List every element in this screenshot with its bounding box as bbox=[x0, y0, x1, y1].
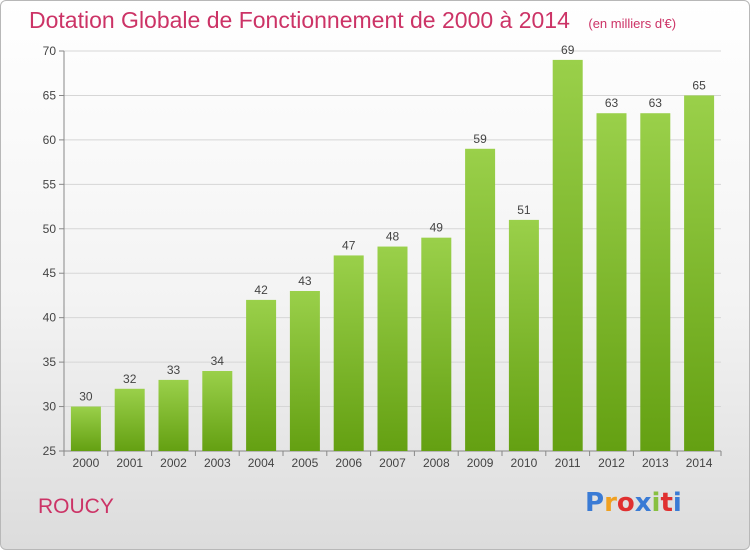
y-tick-label: 35 bbox=[43, 355, 57, 369]
data-label-2007: 48 bbox=[386, 230, 400, 244]
data-label-2000: 30 bbox=[79, 390, 93, 404]
chart-header: Dotation Globale de Fonctionnement de 20… bbox=[29, 7, 676, 34]
y-tick-label: 25 bbox=[43, 444, 57, 458]
labels: 25 30 35 40 45 50 55 60 65 70 30 2000 32 2001 33 2002 34… bbox=[43, 43, 713, 470]
bar-2010 bbox=[508, 219, 539, 451]
data-label-2001: 32 bbox=[123, 372, 137, 386]
data-label-2005: 43 bbox=[298, 274, 312, 288]
x-tick-label-2014: 2014 bbox=[686, 456, 713, 470]
bar-2011 bbox=[552, 59, 583, 452]
bar-2000 bbox=[70, 406, 101, 451]
y-tick-label: 70 bbox=[43, 44, 57, 58]
bar-2001 bbox=[114, 388, 145, 451]
x-tick-label-2006: 2006 bbox=[335, 456, 362, 470]
x-tick-label-2012: 2012 bbox=[598, 456, 625, 470]
x-tick-label-2009: 2009 bbox=[467, 456, 494, 470]
data-label-2013: 63 bbox=[649, 96, 663, 110]
x-tick-label-2004: 2004 bbox=[248, 456, 275, 470]
bar-2007 bbox=[377, 246, 408, 451]
logo-letter: i bbox=[651, 488, 661, 518]
data-label-2002: 33 bbox=[167, 363, 181, 377]
logo-letter: P bbox=[585, 488, 605, 518]
proxiti-logo[interactable]: Proxiti bbox=[585, 488, 682, 518]
logo-letter: x bbox=[634, 488, 652, 518]
bar-2005 bbox=[289, 291, 320, 451]
y-tick-label: 65 bbox=[43, 88, 57, 102]
bar-2014 bbox=[684, 95, 715, 451]
bar-2009 bbox=[465, 148, 496, 451]
bar-2012 bbox=[596, 113, 627, 451]
bar-2006 bbox=[333, 255, 364, 451]
bar-2004 bbox=[246, 299, 277, 451]
logo-letter: t bbox=[660, 488, 673, 518]
data-label-2004: 42 bbox=[254, 283, 268, 297]
data-label-2008: 49 bbox=[430, 221, 444, 235]
bar-2008 bbox=[421, 237, 452, 451]
bar-2003 bbox=[202, 371, 233, 451]
y-tick-label: 40 bbox=[43, 311, 57, 325]
data-label-2009: 59 bbox=[473, 132, 487, 146]
y-tick-label: 55 bbox=[43, 177, 57, 191]
chart-title: Dotation Globale de Fonctionnement de 20… bbox=[29, 7, 570, 33]
x-tick-label-2013: 2013 bbox=[642, 456, 669, 470]
chart-subtitle: (en milliers d'€) bbox=[588, 16, 677, 31]
data-label-2010: 51 bbox=[517, 203, 531, 217]
x-tick-label-2002: 2002 bbox=[160, 456, 187, 470]
logo-letter: o bbox=[616, 488, 635, 518]
x-tick-label-2011: 2011 bbox=[555, 456, 581, 470]
x-tick-label-2001: 2001 bbox=[116, 456, 143, 470]
x-tick-label-2007: 2007 bbox=[379, 456, 406, 470]
x-tick-label-2008: 2008 bbox=[423, 456, 450, 470]
y-tick-label: 60 bbox=[43, 133, 57, 147]
x-tick-label-2000: 2000 bbox=[73, 456, 100, 470]
x-tick-label-2010: 2010 bbox=[511, 456, 538, 470]
bar-2002 bbox=[158, 379, 189, 451]
data-label-2003: 34 bbox=[211, 354, 225, 368]
data-label-2006: 47 bbox=[342, 238, 356, 252]
y-tick-label: 50 bbox=[43, 222, 57, 236]
bars bbox=[70, 59, 715, 452]
bar-2013 bbox=[640, 113, 671, 451]
x-tick-label-2003: 2003 bbox=[204, 456, 231, 470]
data-label-2014: 65 bbox=[692, 78, 706, 92]
logo-letter: i bbox=[672, 488, 682, 518]
y-tick-label: 30 bbox=[43, 400, 57, 414]
x-tick-label-2005: 2005 bbox=[292, 456, 319, 470]
y-tick-label: 45 bbox=[43, 266, 57, 280]
commune-name: ROUCY bbox=[38, 495, 114, 518]
data-label-2012: 63 bbox=[605, 96, 619, 110]
logo-letter: r bbox=[604, 488, 617, 518]
data-label-2011: 69 bbox=[561, 43, 575, 57]
